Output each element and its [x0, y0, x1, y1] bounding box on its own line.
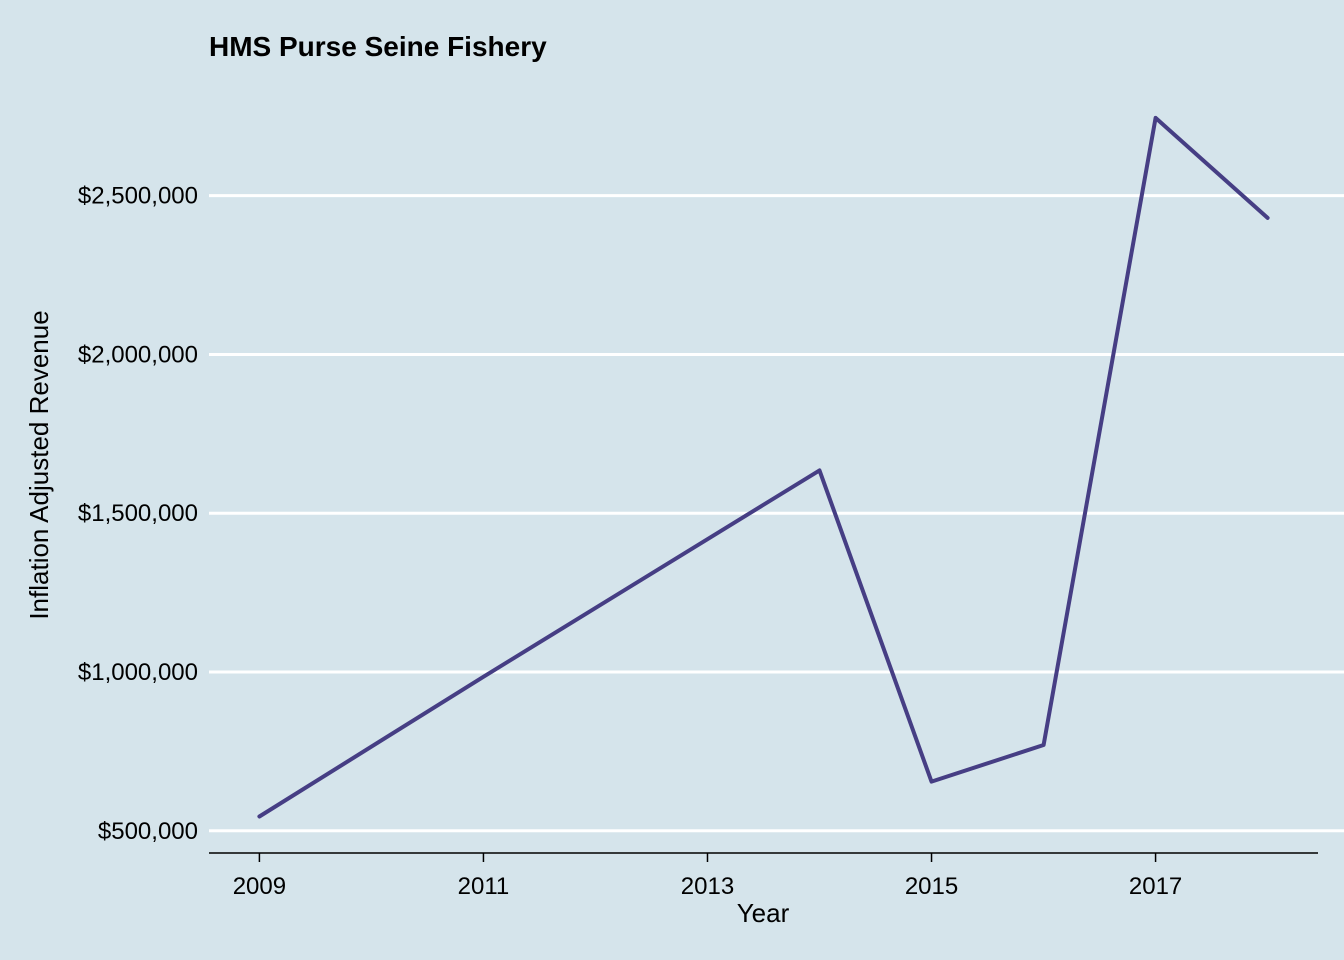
series-layer: [257, 115, 1270, 819]
y-axis-title: Inflation Adjusted Revenue: [24, 310, 54, 619]
y-tick-label: $1,500,000: [78, 500, 198, 527]
y-tick-label: $2,500,000: [78, 183, 198, 210]
x-tick-label: 2011: [458, 873, 510, 900]
chart-title: HMS Purse Seine Fishery: [209, 31, 547, 62]
x-tick-label: 2015: [905, 873, 958, 900]
x-tick-label: 2009: [233, 873, 286, 900]
x-axis: 2009 2011 2013 2015 2017: [209, 852, 1318, 900]
x-tick-label: 2013: [681, 873, 734, 900]
gridlines: [209, 194, 1344, 833]
y-tick-label: $500,000: [98, 818, 198, 845]
x-tick-label: 2017: [1129, 873, 1182, 900]
x-axis-title: Year: [737, 898, 790, 928]
y-axis: $500,000 $1,000,000 $1,500,000 $2,000,000 $2…: [78, 183, 198, 845]
series-line: [257, 115, 1270, 819]
y-tick-label: $1,000,000: [78, 659, 198, 686]
y-tick-label: $2,000,000: [78, 341, 198, 368]
